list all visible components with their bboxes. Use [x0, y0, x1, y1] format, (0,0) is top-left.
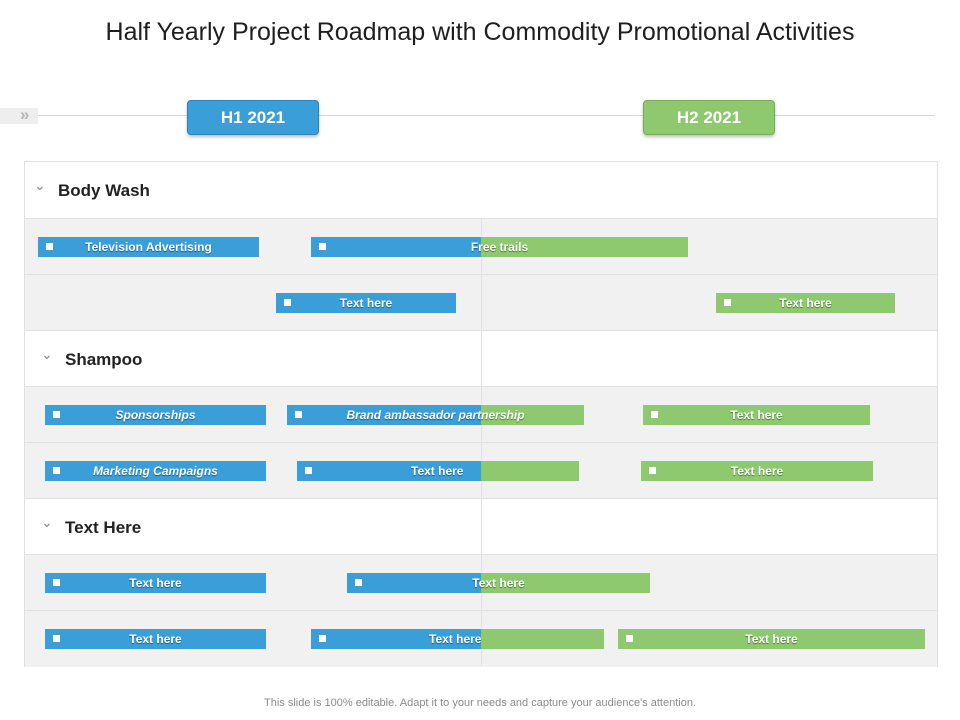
activity-bar: Text here [643, 405, 870, 425]
bar-marker-icon [53, 579, 60, 586]
chevron-down-icon: ⌄ [34, 177, 46, 193]
activity-bar: Text here [45, 573, 266, 593]
activity-bar: Text here [45, 629, 266, 649]
footer-note: This slide is 100% editable. Adapt it to… [264, 697, 696, 709]
timeline-arrow: » [0, 105, 38, 124]
bar-marker-icon [319, 243, 326, 250]
bar-marker-icon [319, 635, 326, 642]
activity-bar-brand-ambassador-partnership: Brand ambassador partnership [287, 405, 584, 425]
bar-marker-icon [53, 467, 60, 474]
bar-marker-icon [53, 635, 60, 642]
activity-bar: Text here [311, 629, 604, 649]
activity-bar: Text here [618, 629, 925, 649]
category-label: Text Here [65, 518, 142, 537]
half-year-divider [481, 218, 482, 666]
activity-bar: Text here [276, 293, 456, 313]
bar-marker-icon [284, 299, 291, 306]
bar-marker-icon [724, 299, 731, 306]
chevron-down-icon: ⌄ [41, 346, 53, 362]
bar-marker-icon [651, 411, 658, 418]
timeline-line [0, 115, 935, 116]
bar-marker-icon [355, 579, 362, 586]
bar-marker-icon [649, 467, 656, 474]
bar-marker-icon [53, 411, 60, 418]
bar-marker-icon [295, 411, 302, 418]
bar-marker-icon [305, 467, 312, 474]
activity-bar-marketing-campaigns: Marketing Campaigns [45, 461, 266, 481]
bar-marker-icon [46, 243, 53, 250]
category-row-body-wash: ⌄ Body Wash [25, 162, 937, 218]
chevron-down-icon: ⌄ [41, 514, 53, 530]
activity-bar-free-trails: Free trails [311, 237, 688, 257]
activity-bar: Text here [347, 573, 650, 593]
double-chevron-right-icon: » [20, 105, 30, 124]
activity-bar-television-advertising: Television Advertising [38, 237, 259, 257]
activity-bar: Text here [716, 293, 895, 313]
h2-2021-badge: H2 2021 [643, 100, 775, 135]
roadmap-grid: ⌄ Body Wash ⌄ Shampoo ⌄ Text Here Televi… [24, 161, 938, 667]
page-title: Half Yearly Project Roadmap with Commodi… [105, 18, 855, 46]
category-label: Body Wash [58, 181, 150, 200]
activity-bar: Text here [641, 461, 873, 481]
h1-2021-badge: H1 2021 [187, 100, 319, 135]
bar-marker-icon [626, 635, 633, 642]
activity-bar: Text here [297, 461, 579, 481]
category-label: Shampoo [65, 350, 143, 369]
activity-bar-sponsorships: Sponsorships [45, 405, 266, 425]
